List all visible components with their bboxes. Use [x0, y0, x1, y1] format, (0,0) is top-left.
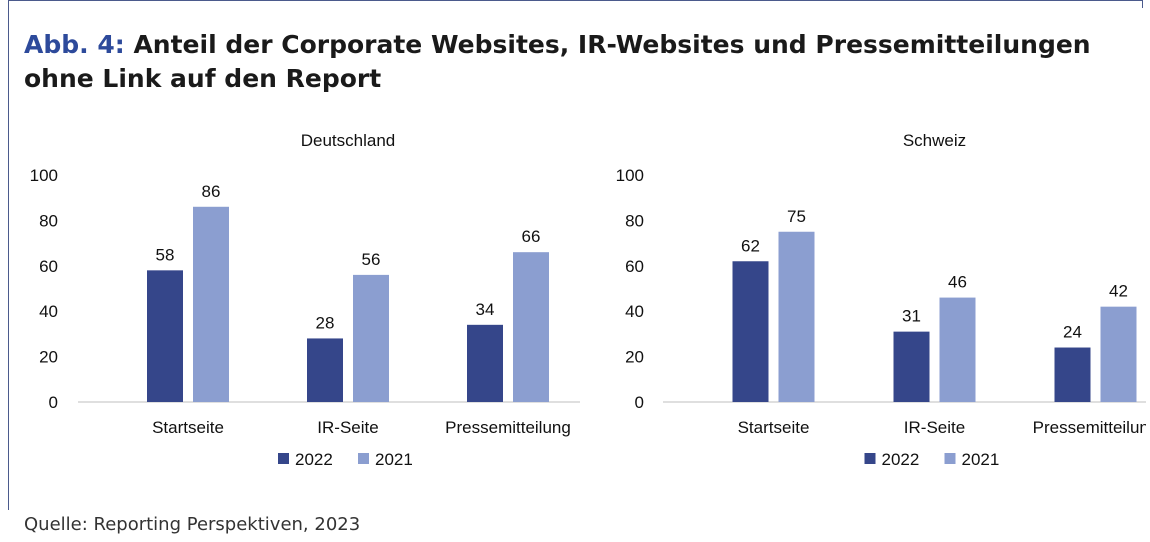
bar-2021 [353, 274, 389, 402]
chart-deutschland: Deutschland 0 20 40 60 80 100 58 86 Startseite 28 5… [30, 131, 580, 469]
y-tick-label: 0 [635, 393, 644, 412]
source-note: Quelle: Reporting Perspektiven, 2023 [24, 514, 361, 535]
figure-title: Anteil der Corporate Websites, IR-Websit… [24, 30, 1091, 93]
bar-2022 [467, 324, 503, 402]
bar-2022 [147, 270, 183, 402]
x-tick-label: Pressemitteilung [1033, 418, 1146, 437]
frame-right-border [1142, 0, 1143, 8]
legend-swatch-2022 [864, 453, 876, 464]
chart-title: Deutschland [301, 131, 396, 150]
data-label: 86 [202, 182, 221, 201]
legend-label: 2022 [882, 450, 920, 469]
y-tick-label: 40 [625, 302, 644, 321]
y-tick-label: 60 [39, 257, 58, 276]
legend-swatch-2021 [358, 453, 369, 464]
bar-2021 [939, 297, 976, 402]
bar-2021 [193, 206, 229, 402]
y-tick-label: 20 [625, 348, 644, 367]
legend-label: 2022 [295, 450, 333, 469]
frame-top-border [8, 0, 1143, 1]
figure-number: Abb. 4: [24, 30, 125, 59]
bar-2022 [1054, 347, 1091, 402]
chart-schweiz: Schweiz 0 20 40 60 80 100 62 75 Startseite 31 46 IR-… [616, 131, 1146, 469]
legend-label: 2021 [375, 450, 413, 469]
data-label: 28 [316, 313, 335, 332]
figure-title-block: Abb. 4: Anteil der Corporate Websites, I… [24, 28, 1124, 96]
data-label: 24 [1063, 323, 1082, 342]
x-tick-label: Startseite [152, 418, 224, 437]
y-tick-label: 100 [616, 166, 644, 185]
y-tick-label: 100 [30, 166, 58, 185]
y-tick-label: 0 [49, 393, 58, 412]
data-label: 31 [902, 307, 921, 326]
data-label: 75 [787, 207, 806, 226]
data-label: 42 [1109, 282, 1128, 301]
y-tick-label: 40 [39, 302, 58, 321]
bar-2021 [778, 231, 815, 402]
data-label: 56 [362, 250, 381, 269]
data-label: 66 [522, 227, 541, 246]
x-tick-label: Startseite [738, 418, 810, 437]
data-label: 34 [476, 300, 495, 319]
y-tick-label: 60 [625, 257, 644, 276]
frame-left-border [8, 0, 9, 510]
data-label: 62 [741, 236, 760, 255]
bar-2021 [1100, 306, 1137, 402]
y-tick-label: 80 [39, 211, 58, 230]
bar-2022 [307, 338, 343, 402]
x-tick-label: IR-Seite [904, 418, 965, 437]
legend-swatch-2021 [944, 453, 956, 464]
data-label: 58 [156, 245, 175, 264]
x-tick-label: IR-Seite [317, 418, 378, 437]
bar-2022 [732, 261, 769, 402]
y-tick-label: 80 [625, 211, 644, 230]
data-label: 46 [948, 273, 967, 292]
y-tick-label: 20 [39, 348, 58, 367]
chart-title: Schweiz [903, 131, 966, 150]
legend-swatch-2022 [278, 453, 289, 464]
bar-2021 [513, 252, 549, 402]
bar-2022 [893, 331, 930, 402]
x-tick-label: Pressemitteilung [445, 418, 571, 437]
legend-label: 2021 [962, 450, 1000, 469]
